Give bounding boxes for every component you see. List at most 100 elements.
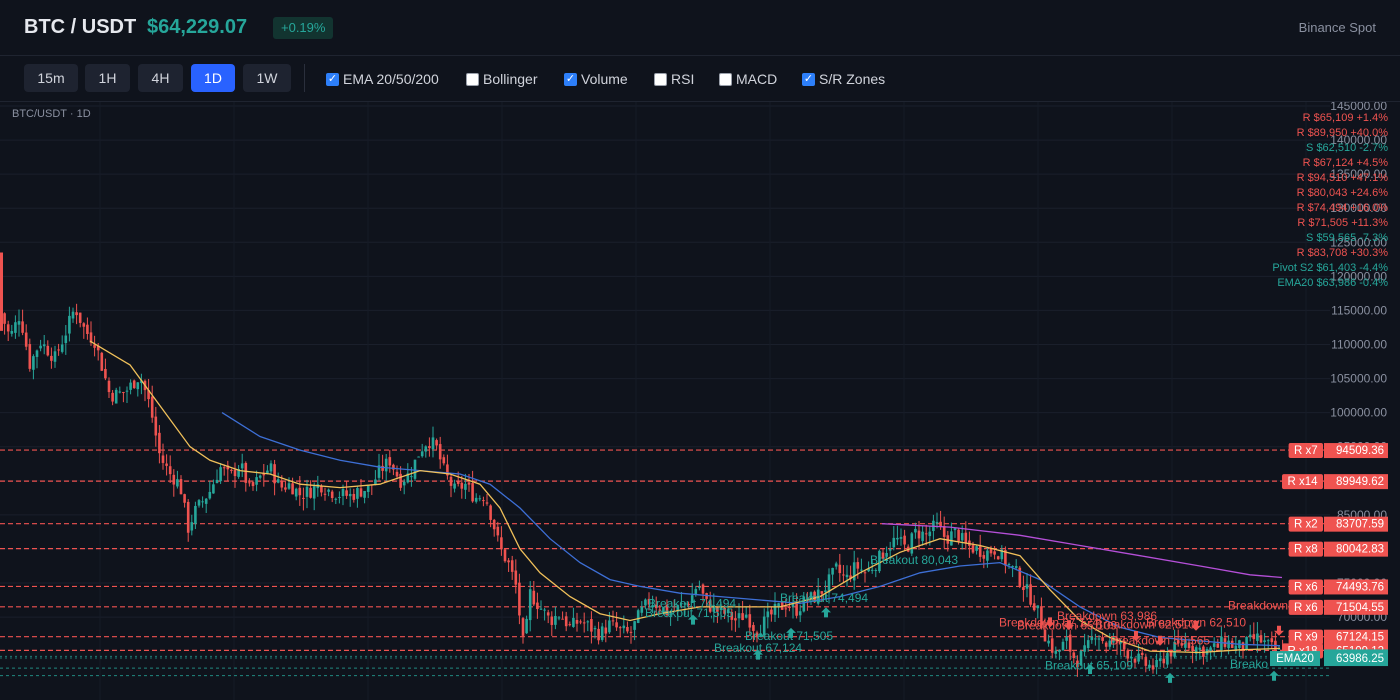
breakdown-arrow-icon <box>1131 630 1141 641</box>
candle-body <box>435 440 438 446</box>
candle-body <box>129 382 132 390</box>
timeframe-1h-button[interactable]: 1H <box>85 64 130 92</box>
candle-body <box>374 479 377 485</box>
timeframe-1d-button[interactable]: 1D <box>191 64 235 92</box>
candle-body <box>626 626 629 632</box>
timeframe-4h-button[interactable]: 4H <box>138 64 183 92</box>
candle-body <box>744 614 748 618</box>
sr-tag: R x2 83707.59 <box>1288 516 1388 532</box>
candle-body <box>712 605 716 612</box>
candle-body <box>82 323 86 327</box>
timeframe-15m-button[interactable]: 15m <box>24 64 78 92</box>
candle-body <box>1054 650 1058 654</box>
candle-body <box>784 608 788 610</box>
volume-toggle-label: Volume <box>581 71 628 87</box>
timeframe-1w-button[interactable]: 1W <box>243 64 291 92</box>
level-summary-label: S $59,565 -7.3% <box>1306 232 1388 244</box>
candle-body <box>1011 566 1014 568</box>
candle-body <box>276 479 280 483</box>
candle-body <box>68 315 71 334</box>
sr-value-label: 94509.36 <box>1336 445 1384 457</box>
candle-body <box>791 603 795 607</box>
macd-toggle[interactable]: MACD <box>719 70 777 88</box>
candle-body <box>579 621 582 623</box>
ema-checkbox[interactable]: ✓ <box>326 72 339 86</box>
candle-body <box>658 609 662 611</box>
candle-body <box>514 570 518 585</box>
candle-body <box>708 600 712 612</box>
candle-body <box>10 331 14 334</box>
candle-body <box>701 584 705 594</box>
candle-body <box>89 332 93 343</box>
candle-body <box>1065 637 1068 641</box>
candle-body <box>302 497 305 499</box>
bollinger-toggle-label: Bollinger <box>483 71 538 87</box>
candle-body <box>986 550 989 561</box>
candle-body <box>1025 584 1029 589</box>
bollinger-checkbox[interactable] <box>466 72 479 86</box>
candle-body <box>197 500 201 506</box>
candle-body <box>1259 635 1263 643</box>
candle-body <box>629 631 633 633</box>
candle-body <box>888 549 892 551</box>
price-tick-label: 145000.00 <box>1330 102 1387 113</box>
sr-value-badge <box>1324 443 1388 459</box>
signal-markers <box>688 607 1284 683</box>
candle-body <box>402 481 406 486</box>
candle-body <box>1101 637 1104 641</box>
candle-body <box>993 551 996 555</box>
sr-zones-checkbox[interactable]: ✓ <box>802 72 815 86</box>
breakout-label: Breakout 74,494 <box>648 597 736 611</box>
bollinger-toggle[interactable]: Bollinger <box>466 70 537 88</box>
candle-body <box>604 627 608 634</box>
candle-body <box>939 521 942 527</box>
chart-toolbar: 15m 1H 4H 1D 1W ✓ EMA 20/50/200 Bollinge… <box>0 56 1400 102</box>
sr-zones-toggle[interactable]: ✓ S/R Zones <box>802 70 885 88</box>
candle-body <box>1216 643 1220 648</box>
candle-body <box>399 473 402 488</box>
rsi-toggle[interactable]: RSI <box>654 70 694 88</box>
candle-body <box>737 613 741 619</box>
candle-body <box>489 505 492 520</box>
breakout-label: Breako <box>1230 657 1268 671</box>
candle-body <box>654 604 658 609</box>
breakout-arrow-icon <box>753 649 763 660</box>
candle-body <box>698 586 701 589</box>
sr-value-label: 67124.15 <box>1336 632 1384 644</box>
candle-body <box>356 488 359 499</box>
candle-body <box>183 494 186 503</box>
volume-toggle[interactable]: ✓ Volume <box>564 70 628 88</box>
candle-body <box>1230 640 1234 649</box>
candle-body <box>1173 641 1176 657</box>
candle-body <box>590 619 593 632</box>
candle-body <box>348 493 352 497</box>
candle-body <box>863 572 867 574</box>
candle-body <box>384 458 388 472</box>
candle-body <box>521 618 525 636</box>
macd-checkbox[interactable] <box>719 72 732 86</box>
price-chart[interactable]: 145000.00 140000.00 135000.00 130000.00 1250… <box>0 102 1400 700</box>
candle-body <box>42 344 46 347</box>
price-change-badge: +0.19% <box>273 17 334 39</box>
candle-body <box>1248 634 1252 637</box>
breakout-label: Breakout 71,505 <box>745 629 833 643</box>
ema-toggle[interactable]: ✓ EMA 20/50/200 <box>326 70 439 88</box>
sr-tag-badge <box>1288 443 1323 459</box>
candle-body <box>392 464 395 470</box>
candle-body <box>1198 647 1202 650</box>
candle-body <box>525 618 528 634</box>
volume-checkbox[interactable]: ✓ <box>564 72 577 86</box>
sr-value-badge <box>1324 516 1388 532</box>
candle-body <box>1043 629 1047 642</box>
breakout-arrow-icon <box>1269 670 1279 681</box>
candle-body <box>798 611 802 616</box>
candle-body <box>1130 656 1133 659</box>
candle-body <box>60 344 64 352</box>
candle-body <box>248 482 251 484</box>
sr-value-badge <box>1324 474 1388 490</box>
rsi-checkbox[interactable] <box>654 72 667 86</box>
candle-body <box>71 311 75 319</box>
candle-body <box>1076 660 1079 668</box>
candle-body <box>17 321 21 325</box>
candle-body <box>1072 652 1076 659</box>
